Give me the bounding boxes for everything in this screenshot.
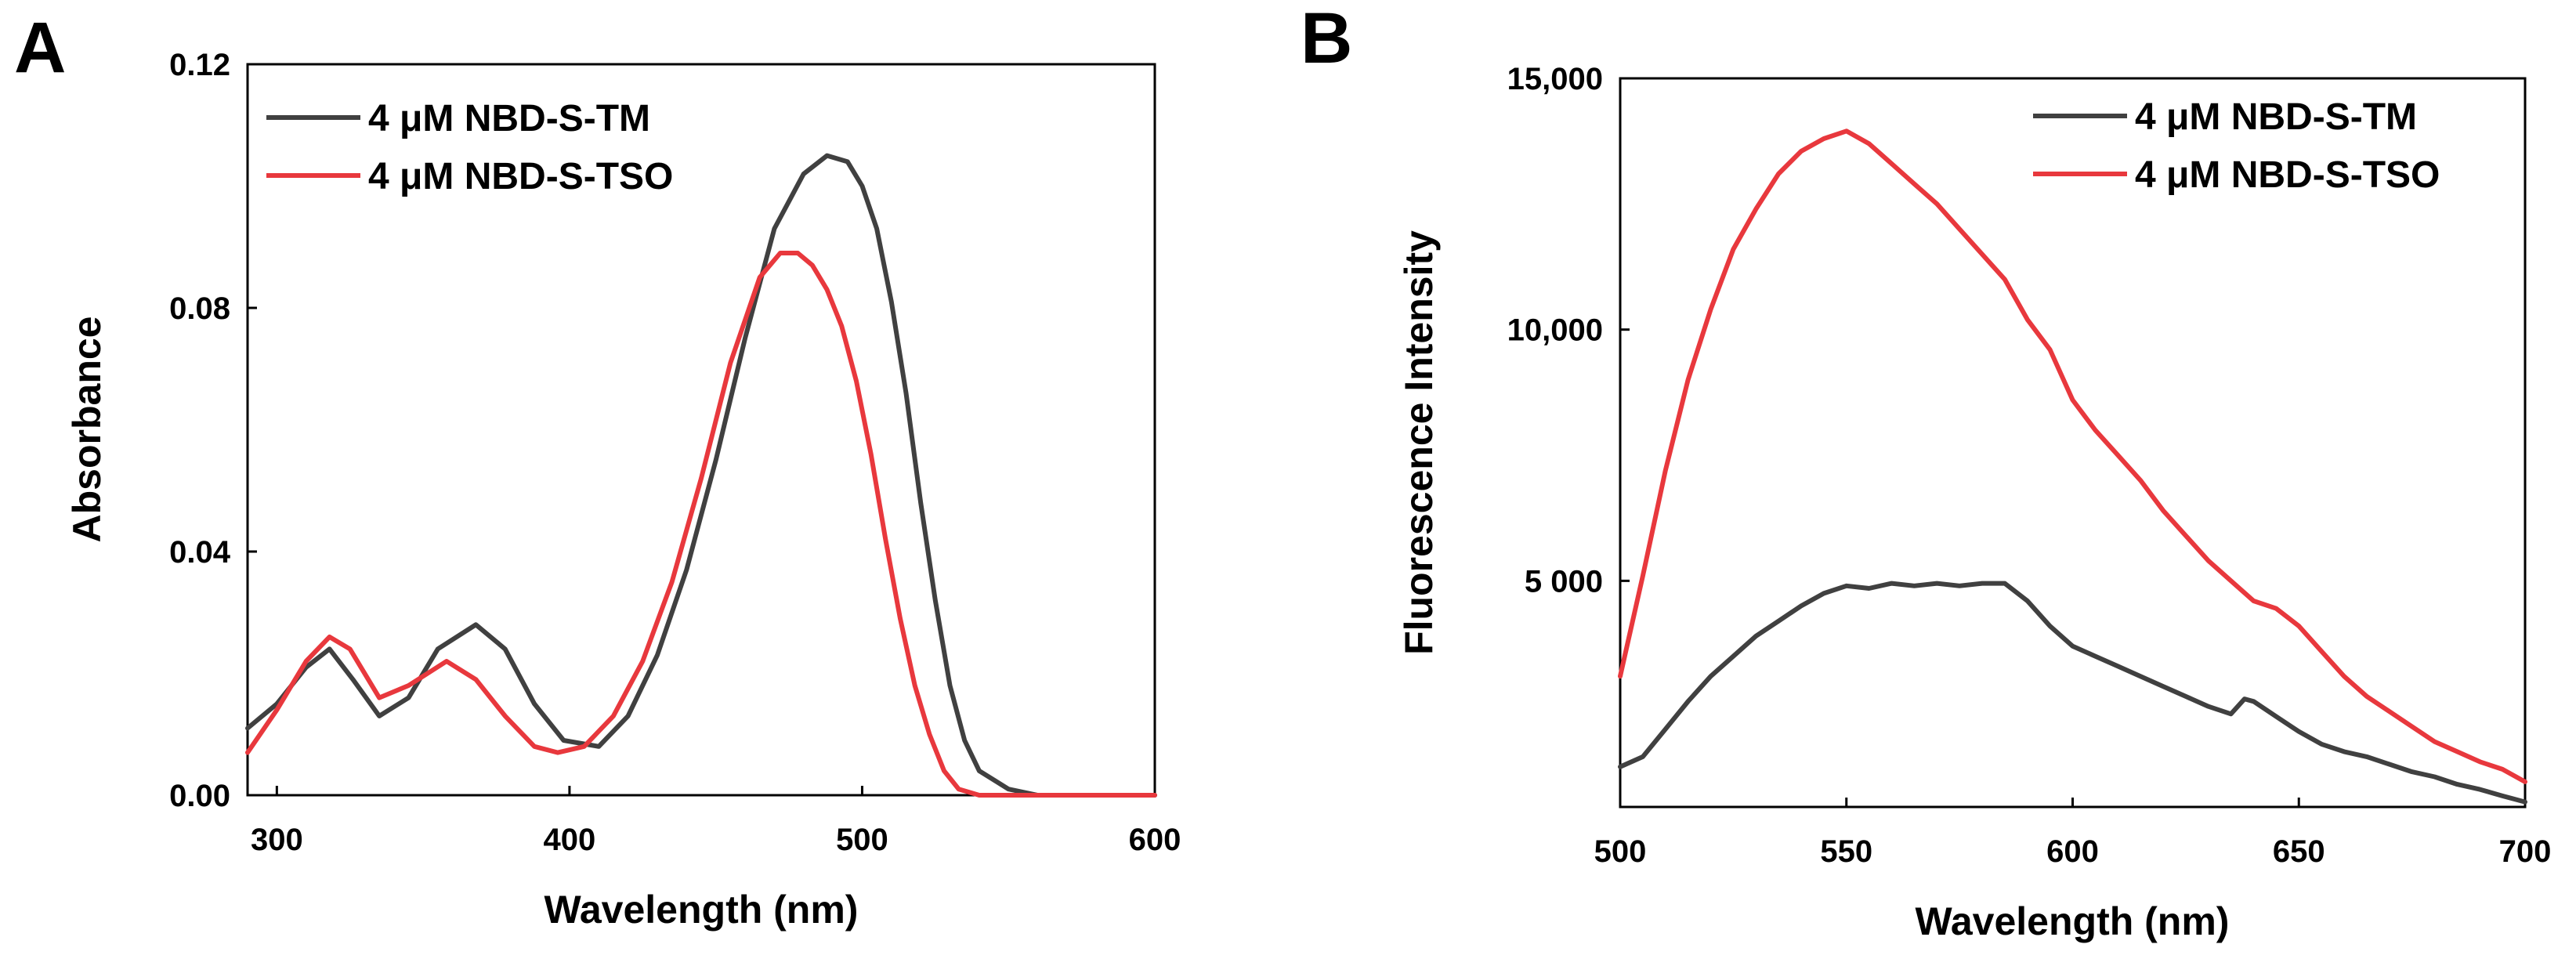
legend-label-b-tso: 4 μM NBD-S-TSO <box>2135 154 2440 196</box>
legend-label-a-tso: 4 μM NBD-S-TSO <box>368 156 673 197</box>
y-tick-label-b-1: 10,000 <box>1507 313 1603 348</box>
x-axis-label-b: Wavelength (nm) <box>1916 899 2230 943</box>
x-ticks-b: 500 550 600 650 700 <box>1594 798 2552 869</box>
legend-label-b-tm: 4 μM NBD-S-TM <box>2135 96 2417 138</box>
legend-b: 4 μM NBD-S-TM 4 μM NBD-S-TSO <box>2033 96 2440 196</box>
series-line-a-tso <box>245 251 1157 798</box>
x-ticks-a: 300 400 500 600 <box>251 786 1181 857</box>
y-tick-label-a-3: 0.12 <box>169 48 230 82</box>
x-tick-label-b-0: 500 <box>1594 834 1647 869</box>
y-axis-label-b: Fluorescence Intensity <box>1397 230 1441 655</box>
panel-letter-b: B <box>1301 0 1352 78</box>
y-tick-label-a-2: 0.08 <box>169 291 230 326</box>
y-axis-label-a: Absorbance <box>65 317 109 543</box>
y-tick-label-b-0: 5 000 <box>1525 564 1603 599</box>
panel-b: B 5 000 10,000 15,000 500 550 600 650 700 Wave… <box>1301 0 2551 943</box>
y-tick-label-a-0: 0.00 <box>169 779 230 813</box>
y-ticks-a: 0.00 0.04 0.08 0.12 <box>169 48 257 813</box>
x-tick-label-a-2: 500 <box>836 823 888 857</box>
x-axis-label-a: Wavelength (nm) <box>545 888 859 932</box>
plot-frame-a <box>246 63 1156 797</box>
legend-label-a-tm: 4 μM NBD-S-TM <box>368 98 650 139</box>
panel-a: A 0.00 0.04 0.08 0.12 300 400 500 600 Waveleng… <box>14 8 1181 932</box>
y-tick-label-a-1: 0.04 <box>169 535 231 570</box>
series-line-b-tm <box>1618 581 2527 805</box>
x-tick-label-a-0: 300 <box>251 823 303 857</box>
x-tick-label-a-3: 600 <box>1129 823 1181 857</box>
x-tick-label-b-3: 650 <box>2273 834 2325 869</box>
x-tick-label-b-2: 600 <box>2046 834 2099 869</box>
series-a <box>245 153 1157 798</box>
series-line-b-tso <box>1618 128 2527 784</box>
legend-a: 4 μM NBD-S-TM 4 μM NBD-S-TSO <box>266 98 673 197</box>
panel-letter-a: A <box>14 8 66 88</box>
x-tick-label-b-4: 700 <box>2499 834 2552 869</box>
series-b <box>1618 128 2527 805</box>
x-tick-label-b-1: 550 <box>1820 834 1872 869</box>
series-line-a-tm <box>245 153 1157 798</box>
x-tick-label-a-1: 400 <box>544 823 596 857</box>
y-tick-label-b-2: 15,000 <box>1507 62 1603 96</box>
y-ticks-b: 5 000 10,000 15,000 <box>1507 62 1630 599</box>
